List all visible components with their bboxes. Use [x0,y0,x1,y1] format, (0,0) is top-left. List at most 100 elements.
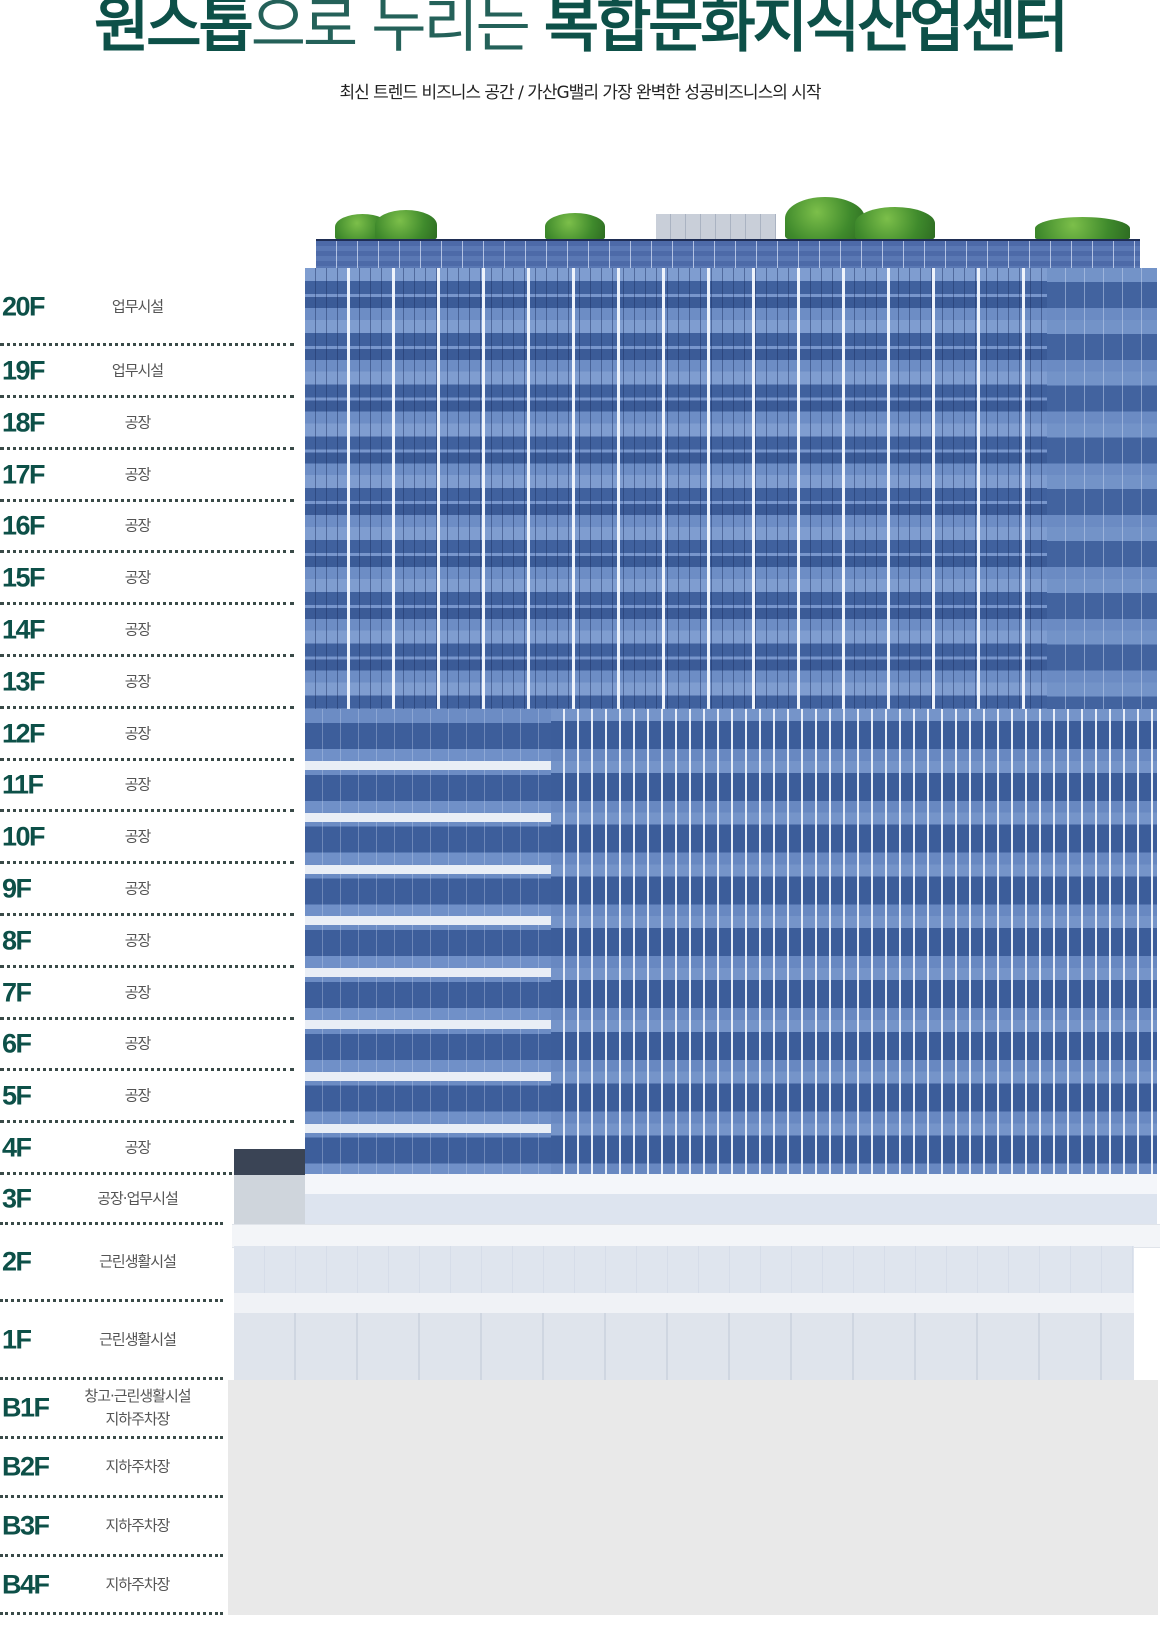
floor-row: 10F 공장 [0,812,294,864]
floor-row: 14F 공장 [0,605,294,657]
floor-use: 지하주차장 [60,1456,215,1479]
floor-use: 근린생활시설 [60,1251,215,1274]
floor-label: 19F [2,355,46,385]
floor-use: 공장 [60,825,215,848]
floor-use: 공장 [60,463,215,486]
floor-use-line: 공장 [124,620,152,638]
floor-label: 9F [2,873,32,903]
rooftop-tree [1035,217,1130,240]
floor-label: 2F [2,1246,32,1277]
floor-label: 17F [2,459,46,489]
facade-band [305,1020,551,1029]
floor-use-line: 창고·근린생활시설 [84,1387,191,1405]
floor-row: 6F 공장 [0,1020,294,1071]
rooftop-tree [855,207,935,240]
title-light: 으로 누리는 [250,0,544,61]
floor-row: 12F 공장 [0,709,294,761]
floor-use-line: 공장 [124,516,152,535]
lower-facade-right [551,709,1157,1174]
floor-label: 13F [2,666,46,696]
floor-label: B3F [2,1510,50,1541]
podium-3f [305,1174,1157,1224]
floor-row: 18F 공장 [0,398,294,450]
floor-label: 16F [2,510,46,541]
floor-use: 공장 [60,1136,215,1159]
floor-use-line: 근린생활시설 [99,1330,177,1348]
page-subtitle: 최신 트렌드 비즈니스 공간 / 가산G밸리 가장 완벽한 성공비즈니스의 시작 [339,83,821,103]
floor-row: 13F 공장 [0,657,294,709]
floor-row: 19F 업무시설 [0,346,294,398]
facade-band [305,761,551,770]
floor-use: 공장 [60,929,215,952]
floor-row: 3F 공장·업무시설 [0,1175,223,1225]
floor-use: 지하주차장 [60,1573,215,1596]
floor-use: 공장 [60,670,215,693]
floor-use-line: 지하주차장 [105,1516,170,1535]
floor-label: 3F [2,1183,32,1213]
floor-row: 20F 업무시설 [0,270,294,346]
floor-row: 16F 공장 [0,502,294,553]
floor-use: 공장 [60,1033,215,1056]
floor-row: 8F 공장 [0,916,294,968]
floor-row: B3F 지하주차장 [0,1498,223,1557]
floor-use: 업무시설 [60,295,215,318]
floor-use: 공장 [60,981,215,1004]
facade-band [305,1123,551,1133]
floor-use-line: 지하주차장 [105,1575,170,1593]
floor-use-line: 공장 [124,1086,152,1104]
signage-band [232,1224,1160,1248]
floor-row: 17F 공장 [0,450,294,502]
floor-label: B1F [2,1392,50,1423]
floor-use: 공장 [60,411,215,434]
floor-use-line: 공장 [124,879,152,897]
floor-label: 15F [2,562,46,592]
floor-use: 공장 [60,1084,215,1107]
floor-use-line: 공장 [124,931,152,949]
floor-use-line: 공장 [124,827,152,845]
rooftop-structure [656,214,776,240]
facade-band [305,812,551,822]
podium-1f [234,1313,1134,1380]
floor-row: 4F 공장 [0,1123,294,1175]
floor-row: 2F 근린생활시설 [0,1225,223,1302]
floor-use-line: 근린생활시설 [99,1252,177,1271]
floor-use-line: 공장 [124,1138,152,1156]
building-roof [316,239,1140,271]
floor-label: 7F [2,977,32,1007]
floor-row: 9F 공장 [0,864,294,916]
rooftop-tree [545,213,605,240]
floor-use-line: 공장 [124,413,152,431]
page-title: 원스톱으로 누리는 복합문화지식산업센터 [0,0,1160,58]
floor-use-line: 공장 [124,568,152,586]
rooftop-tree [375,210,437,240]
floor-row: 11F 공장 [0,761,294,812]
floor-label: 14F [2,614,46,644]
facade-band [305,916,551,926]
basement-block [228,1380,1158,1615]
floor-use: 근린생활시설 [60,1328,215,1351]
podium-2f [234,1246,1134,1293]
floor-use-line: 공장 [124,1034,152,1053]
floor-row: 5F 공장 [0,1071,294,1123]
floor-label: B2F [2,1451,50,1482]
floor-use: 공장 [60,618,215,641]
floor-use: 공장·업무시설 [60,1187,215,1210]
floor-use-line: 공장 [124,672,152,690]
floor-use: 공장 [60,774,215,797]
floor-label: 10F [2,821,46,851]
floor-label: 8F [2,925,32,955]
floor-use-line: 지하주차장 [105,1410,170,1428]
floor-use: 지하주차장 [60,1515,215,1538]
floor-label: 6F [2,1028,32,1059]
rooftop-tree [785,197,865,240]
floor-label: 11F [2,769,44,800]
floor-use-line: 공장 [124,983,152,1001]
facade-band [305,968,551,978]
floor-row: 15F 공장 [0,553,294,605]
floor-label: 18F [2,407,46,437]
title-bold-1: 원스톱 [94,0,254,61]
floor-row: B2F 지하주차장 [0,1439,223,1498]
podium-corner [234,1149,305,1224]
